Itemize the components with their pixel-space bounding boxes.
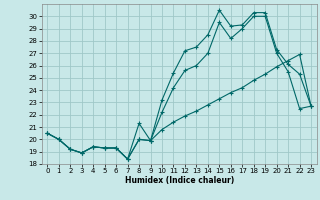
X-axis label: Humidex (Indice chaleur): Humidex (Indice chaleur) (124, 176, 234, 185)
